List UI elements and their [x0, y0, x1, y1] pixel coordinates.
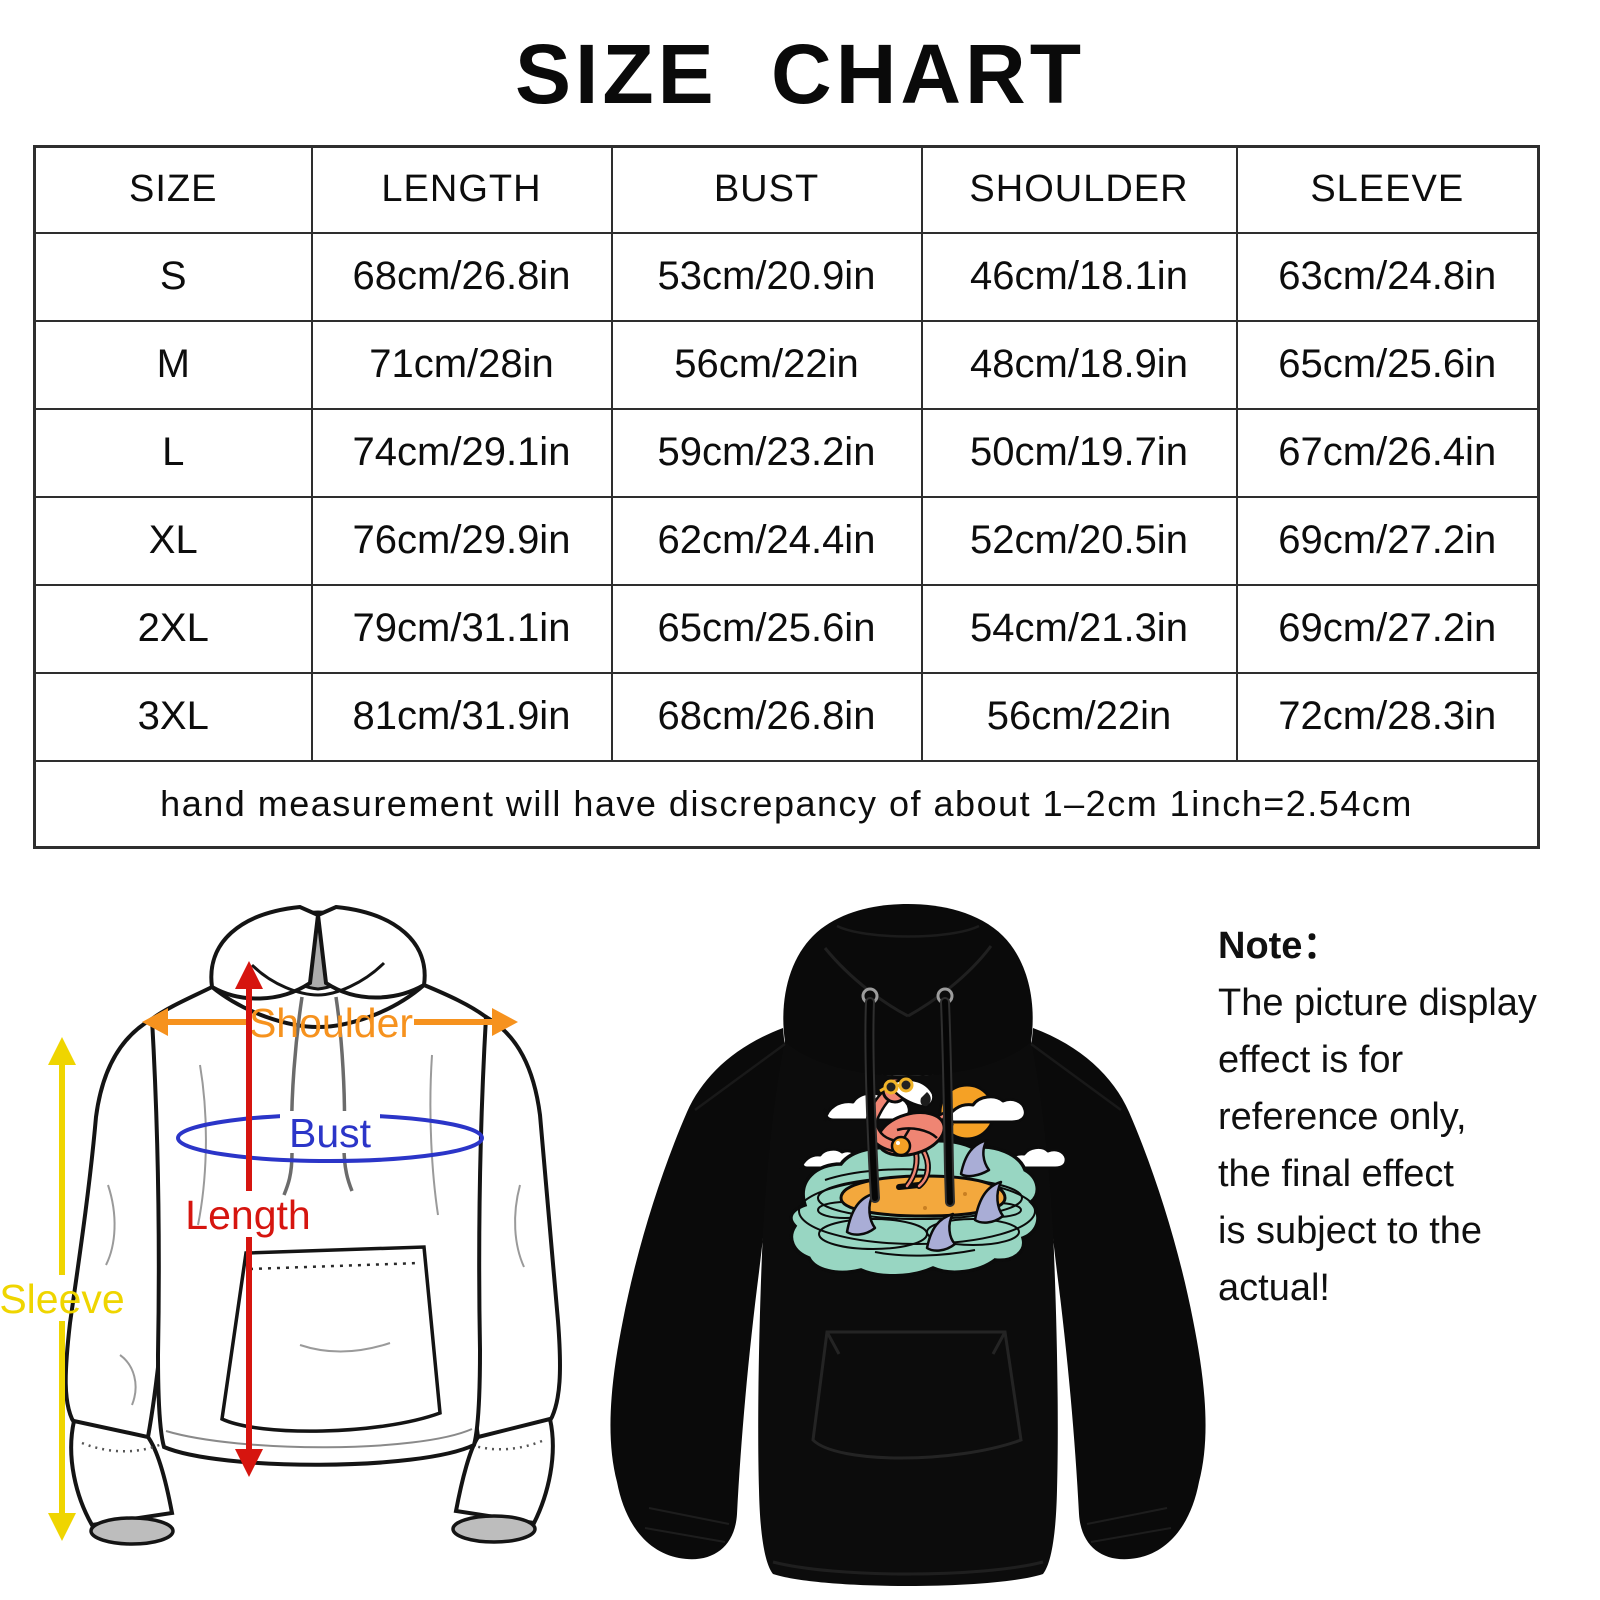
table-row: L 74cm/29.1in 59cm/23.2in 50cm/19.7in 67… [33, 407, 1540, 498]
table-cell: 76cm/29.9in [310, 495, 613, 586]
length-label: Length [185, 1192, 310, 1238]
table-cell: 74cm/29.1in [310, 407, 613, 498]
table-cell: 62cm/24.4in [610, 495, 923, 586]
table-cell: 65cm/25.6in [1235, 319, 1540, 410]
shark-fin-icon [959, 1138, 991, 1178]
table-cell: 71cm/28in [310, 319, 613, 410]
size-cell: 2XL [33, 583, 313, 674]
table-cell: 63cm/24.8in [1235, 231, 1540, 322]
table-cell: 56cm/22in [920, 671, 1238, 762]
sand-island [839, 1174, 1007, 1218]
drink-icon [890, 1127, 912, 1157]
table-cell: 81cm/31.9in [310, 671, 613, 762]
table-cell: 68cm/26.8in [310, 231, 613, 322]
drawstrings [861, 987, 955, 1207]
size-cell: M [33, 319, 313, 410]
note-block: Note： The picture display effect is for … [1218, 918, 1600, 1317]
size-table: SIZE LENGTH BUST SHOULDER SLEEVE S 68cm/… [33, 145, 1540, 849]
shark-fin-icon [973, 1180, 1005, 1224]
measurement-footnote: hand measurement will have discrepancy o… [33, 759, 1540, 849]
note-line: is subject to the [1218, 1210, 1483, 1252]
size-cell: XL [33, 495, 313, 586]
white-hoodie-drawing [63, 904, 562, 1546]
size-cell: 3XL [33, 671, 313, 762]
table-cell: 69cm/27.2in [1235, 495, 1540, 586]
table-cell: 50cm/19.7in [920, 407, 1238, 498]
sleeve-arrow: Sleeve [0, 1037, 125, 1541]
note-line: the final effect [1218, 1153, 1454, 1195]
table-cell: 65cm/25.6in [610, 583, 923, 674]
table-cell: 46cm/18.1in [920, 231, 1238, 322]
note-heading: Note： [1218, 925, 1341, 967]
shoulder-arrow: Shoulder [142, 1000, 518, 1046]
column-header-shoulder: SHOULDER [920, 145, 1238, 234]
table-cell: 72cm/28.3in [1235, 671, 1540, 762]
table-row: XL 76cm/29.9in 62cm/24.4in 52cm/20.5in 6… [33, 495, 1540, 586]
column-header-sleeve: SLEEVE [1235, 145, 1540, 234]
bust-ellipse: Bust [176, 1110, 484, 1163]
table-cell: 67cm/26.4in [1235, 407, 1540, 498]
shark-fin-icon [845, 1192, 877, 1236]
table-cell: 59cm/23.2in [610, 407, 923, 498]
footnote-row: hand measurement will have discrepancy o… [33, 759, 1540, 849]
table-row: 2XL 79cm/31.1in 65cm/25.6in 54cm/21.3in … [33, 583, 1540, 674]
black-hoodie-product [610, 904, 1206, 1586]
sunglasses-icon [879, 1077, 914, 1095]
header-row: SIZE LENGTH BUST SHOULDER SLEEVE [33, 145, 1540, 234]
table-cell: 54cm/21.3in [920, 583, 1238, 674]
flamingo-island-graphic [789, 1076, 1068, 1278]
table-cell: 48cm/18.9in [920, 319, 1238, 410]
page-title: SIZE CHART [515, 27, 1085, 121]
sleeve-label: Sleeve [0, 1276, 125, 1322]
column-header-length: LENGTH [310, 145, 613, 234]
shark-fin-icon [925, 1212, 957, 1252]
table-cell: 69cm/27.2in [1235, 583, 1540, 674]
column-header-size: SIZE [33, 145, 313, 234]
note-line: The picture display [1218, 982, 1537, 1024]
length-arrow: Length [185, 961, 311, 1477]
table-row: 3XL 81cm/31.9in 68cm/26.8in 56cm/22in 72… [33, 671, 1540, 762]
table-cell: 53cm/20.9in [610, 231, 923, 322]
table-cell: 68cm/26.8in [610, 671, 923, 762]
shoulder-label: Shoulder [249, 1000, 413, 1046]
column-header-bust: BUST [610, 145, 923, 234]
table-row: S 68cm/26.8in 53cm/20.9in 46cm/18.1in 63… [33, 231, 1540, 322]
note-line: actual! [1218, 1267, 1330, 1309]
size-cell: L [33, 407, 313, 498]
measurement-diagram: Shoulder Bust Length Sleeve [0, 904, 562, 1546]
bust-label: Bust [289, 1110, 372, 1156]
table-cell: 56cm/22in [610, 319, 923, 410]
size-cell: S [33, 231, 313, 322]
note-line: reference only, [1218, 1096, 1467, 1138]
table-cell: 52cm/20.5in [920, 495, 1238, 586]
table-row: M 71cm/28in 56cm/22in 48cm/18.9in 65cm/2… [33, 319, 1540, 410]
table-cell: 79cm/31.1in [310, 583, 613, 674]
note-line: effect is for [1218, 1039, 1404, 1081]
